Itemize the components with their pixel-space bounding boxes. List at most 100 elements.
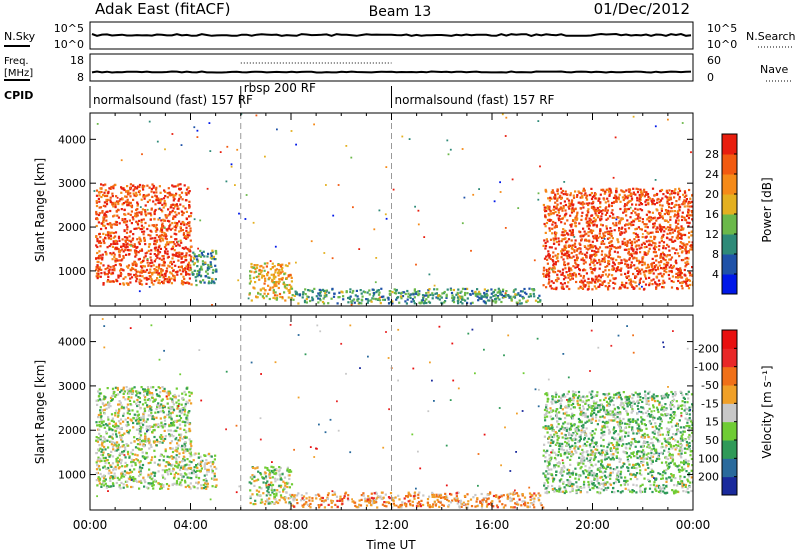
scatter-cell: [571, 252, 573, 254]
scatter-cell: [95, 236, 97, 238]
scatter-cell: [179, 481, 181, 483]
scatter-cell: [146, 194, 148, 196]
scatter-cell: [97, 273, 99, 275]
scatter-cell: [164, 416, 166, 418]
scatter-cell: [164, 420, 166, 422]
scatter-cell: [271, 274, 273, 276]
scatter-cell: [472, 293, 474, 295]
scatter-cell: [155, 259, 157, 261]
scatter-cell: [182, 205, 184, 207]
scatter-cell: [201, 467, 203, 469]
scatter-cell: [98, 194, 100, 196]
scatter-cell: [629, 216, 631, 218]
scatter-cell: [674, 192, 676, 194]
scatter-cell: [382, 296, 384, 298]
scatter-cell: [690, 246, 692, 248]
scatter-cell: [118, 217, 120, 219]
scatter-cell: [561, 286, 563, 288]
scatter-cell: [552, 192, 554, 194]
scatter-cell: [160, 237, 162, 239]
scatter-cell: [143, 237, 145, 239]
scatter-cell: [375, 298, 377, 300]
y-tick-label: 3000: [58, 177, 86, 190]
scatter-cell: [141, 199, 143, 201]
scatter-cell: [127, 404, 129, 406]
scatter-cell: [110, 451, 112, 453]
scatter-cell: [139, 258, 141, 260]
scatter-cell: [116, 460, 118, 462]
scatter-cell: [674, 252, 676, 254]
scatter-cell: [158, 459, 160, 461]
scatter-cell: [210, 465, 212, 467]
scatter-cell: [158, 464, 160, 466]
scatter-cell: [572, 207, 574, 209]
scatter-cell: [580, 235, 582, 237]
scatter-cell: [669, 228, 671, 230]
scatter-cell: [628, 259, 630, 261]
scatter-cell: [464, 288, 466, 290]
scatter-cell: [124, 398, 126, 400]
scatter-cell: [682, 282, 684, 284]
scatter-cell: [187, 268, 189, 270]
scatter-cell: [150, 230, 152, 232]
scatter-cell: [115, 258, 117, 260]
scatter-cell: [593, 237, 595, 239]
scatter-cell: [264, 280, 266, 282]
scatter-cell: [451, 292, 453, 294]
scatter-cell: [642, 221, 644, 223]
scatter-cell: [181, 144, 183, 146]
scatter-cell: [649, 217, 651, 219]
scatter-cell: [674, 240, 676, 242]
scatter-cell: [170, 206, 172, 208]
scatter-cell: [104, 409, 106, 411]
scatter-cell: [141, 219, 143, 221]
scatter-cell: [203, 255, 205, 257]
scatter-cell: [567, 274, 569, 276]
scatter-cell: [183, 212, 185, 214]
scatter-cell: [164, 471, 166, 473]
scatter-cell: [105, 234, 107, 236]
scatter-cell: [133, 264, 135, 266]
scatter-cell: [665, 195, 667, 197]
scatter-cell: [125, 456, 127, 458]
scatter-cell: [175, 252, 177, 254]
scatter-cell: [615, 224, 617, 226]
scatter-cell: [107, 416, 109, 418]
scatter-cell: [333, 296, 335, 298]
scatter-cell: [163, 202, 165, 204]
scatter-cell: [105, 483, 107, 485]
scatter-cell: [419, 302, 421, 304]
scatter-cell: [111, 420, 113, 422]
colorbar-swatch: [722, 134, 737, 155]
scatter-cell: [172, 228, 174, 230]
scatter-cell: [112, 252, 114, 254]
scatter-cell: [637, 215, 639, 217]
scatter-cell: [550, 211, 552, 213]
scatter-cell: [604, 193, 606, 195]
scatter-cell: [675, 222, 677, 224]
scatter-cell: [121, 441, 123, 443]
scatter-cell: [128, 253, 130, 255]
scatter-cell: [557, 189, 559, 191]
scatter-cell: [107, 267, 109, 269]
scatter-cell: [178, 198, 180, 200]
scatter-cell: [196, 258, 198, 260]
scatter-cell: [372, 289, 374, 291]
scatter-cell: [266, 295, 268, 297]
scatter-cell: [274, 271, 276, 273]
scatter-cell: [135, 458, 137, 460]
scatter-cell: [658, 245, 660, 247]
scatter-cell: [483, 296, 485, 298]
scatter-cell: [305, 293, 307, 295]
scatter-cell: [547, 250, 549, 252]
scatter-cell: [661, 237, 663, 239]
scatter-cell: [104, 427, 106, 429]
scatter-cell: [162, 398, 164, 400]
scatter-cell: [544, 247, 546, 249]
scatter-cell: [136, 278, 138, 280]
scatter-cell: [427, 291, 429, 293]
scatter-cell: [604, 210, 606, 212]
scatter-cell: [358, 248, 360, 250]
scatter-cell: [514, 293, 516, 295]
scatter-cell: [193, 472, 195, 474]
